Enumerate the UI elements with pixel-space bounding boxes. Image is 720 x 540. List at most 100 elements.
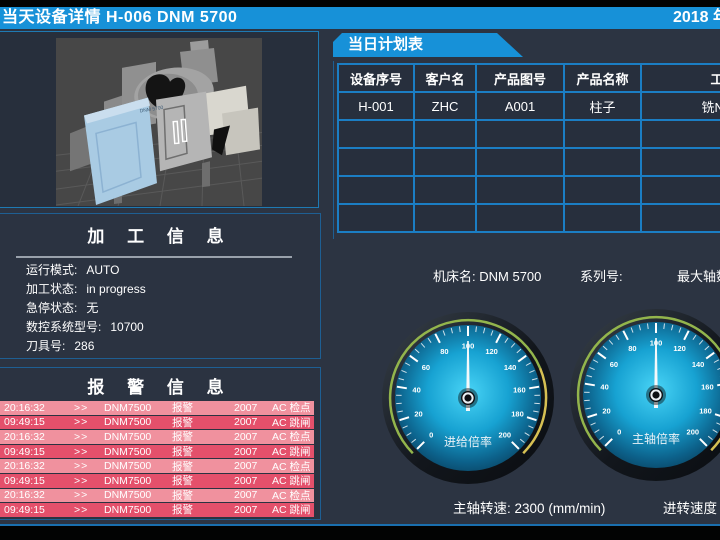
plan-table-cell: A001 [475,91,565,121]
alarm-s: >> [74,460,89,473]
process-field: 加工状态: in progress [26,280,312,299]
svg-text:160: 160 [701,382,714,391]
alarm-t: 20:16:32 [4,401,45,414]
machine-name-field: 机床名: DNM 5700 [433,266,541,285]
alarm-row: 09:49:15 >> DNM7500 报警 2007 AC 跳闸 [0,503,314,517]
alarm-m: DNM7500 [104,489,152,502]
plan-table-cell [563,175,642,205]
gauge-label: 进给倍率 [444,434,492,449]
plan-table-row [337,147,720,177]
process-info-fields: 运行模式: AUTO 加工状态: in progress 急停状态: 无数控系统型号: 10… [26,261,312,356]
alarm-title: 报 警 信 息 [87,378,233,397]
plan-table-cell [337,175,415,205]
process-field: 运行模式: AUTO [26,261,312,280]
plan-table-cell: H-001 [337,91,415,121]
plan-column-header: 产品名称 [563,63,642,93]
svg-text:180: 180 [699,407,712,416]
process-field: 刀具号: 286 [26,337,312,356]
alarm-t: 09:49:15 [4,416,45,429]
field-label: 加工状态: [26,282,78,296]
svg-text:80: 80 [628,344,636,353]
plan-table-wrap: 设备序号客户名产品图号产品名称工序 H-001ZHCA001柱子铣N100 [333,61,720,239]
plan-column-header: 工序 [640,63,720,93]
alarm-s: >> [74,489,89,502]
svg-text:0: 0 [429,430,433,439]
plan-table-cell: ZHC [413,91,477,121]
alarm-msg: AC 跳闸 [272,475,311,488]
alarm-ty: 报警 [172,431,193,444]
field-value: 286 [74,339,95,353]
plan-column-header: 客户名 [413,63,477,93]
alarm-panel: 报 警 信 息 20:16:32 >> DNM7500 报警 2007 AC 检点 09:4… [0,367,321,520]
plan-table-cell [640,203,720,233]
svg-text:60: 60 [422,363,430,372]
field-value: AUTO [86,263,120,277]
svg-text:40: 40 [600,382,608,391]
plan-table: 设备序号客户名产品图号产品名称工序 H-001ZHCA001柱子铣N100 [337,63,720,233]
alarm-msg: AC 检点 [272,489,311,502]
plan-table-row [337,119,720,149]
machine-name-label: 机床名: [433,269,476,284]
plan-table-cell [337,203,415,233]
bottom-divider-line [0,524,720,526]
feed-override-gauge: 020406080100120140160180200进给倍率 [374,304,562,492]
svg-text:180: 180 [511,410,524,419]
alarm-ty: 报警 [172,504,193,517]
alarm-t: 20:16:32 [4,430,45,443]
alarm-t: 20:16:32 [4,460,45,473]
spindle-speed-readout: 主轴转速: 2300 (mm/min) [453,497,605,517]
plan-table-row [337,203,720,233]
plan-table-cell [563,147,642,177]
tab-daily-plan[interactable]: 当日计划表 [333,33,523,57]
alarm-m: DNM7500 [104,430,152,443]
alarm-m: DNM7500 [104,474,152,487]
alarm-s: >> [74,474,89,487]
gauge-label: 主轴倍率 [632,431,680,446]
svg-text:80: 80 [440,347,448,356]
spindle-speed-unit: (mm/min) [548,501,606,516]
alarm-msg: AC 检点 [272,402,311,415]
process-field: 数控系统型号: 10700 [26,318,312,337]
alarm-c: 2007 [234,503,258,516]
svg-text:140: 140 [504,363,517,372]
svg-text:120: 120 [673,344,686,353]
alarm-msg: AC 检点 [272,431,311,444]
plan-table-cell [413,147,477,177]
field-label: 运行模式: [26,263,78,277]
alarm-msg: AC 跳闸 [272,504,311,517]
spindle-override-gauge: 020406080100120140160180200主轴倍率 [562,301,720,489]
alarm-c: 2007 [234,401,258,414]
plan-table-cell [563,203,642,233]
alarm-m: DNM7500 [104,460,152,473]
plan-table-cell [640,175,720,205]
plan-table-header-row: 设备序号客户名产品图号产品名称工序 [337,63,720,93]
alarm-row: 20:16:32 >> DNM7500 报警 2007 AC 检点 [0,430,314,444]
alarm-m: DNM7500 [104,503,152,516]
alarm-ty: 报警 [172,446,193,459]
header-date: 2018 年 [672,9,720,26]
alarm-m: DNM7500 [104,416,152,429]
svg-text:120: 120 [485,347,498,356]
svg-text:60: 60 [610,360,618,369]
page-title: 当天设备详情 H-006 DNM 5700 [2,9,238,26]
plan-table-cell [640,119,720,149]
alarm-msg: AC 跳闸 [272,446,311,459]
alarm-s: >> [74,503,89,516]
alarm-m: DNM7500 [104,445,152,458]
bottom-black-strip [0,526,720,540]
alarm-s: >> [74,445,89,458]
plan-table-row: H-001ZHCA001柱子铣N100 [337,91,720,121]
plan-table-cell [475,119,565,149]
alarm-ty: 报警 [172,475,193,488]
plan-column-header: 产品图号 [475,63,565,93]
alarm-c: 2007 [234,416,258,429]
field-value: 10700 [110,320,144,334]
machine-3d-image: DNM 5700 [56,38,262,206]
svg-text:140: 140 [692,360,705,369]
process-info-panel: 加 工 信 息 运行模式: AUTO 加工状态: in progress 急停状态: 无数… [0,213,321,359]
field-value: 无 [86,301,99,315]
alarm-t: 09:49:15 [4,445,45,458]
plan-table-cell: 柱子 [563,91,642,121]
top-black-strip [0,0,720,7]
